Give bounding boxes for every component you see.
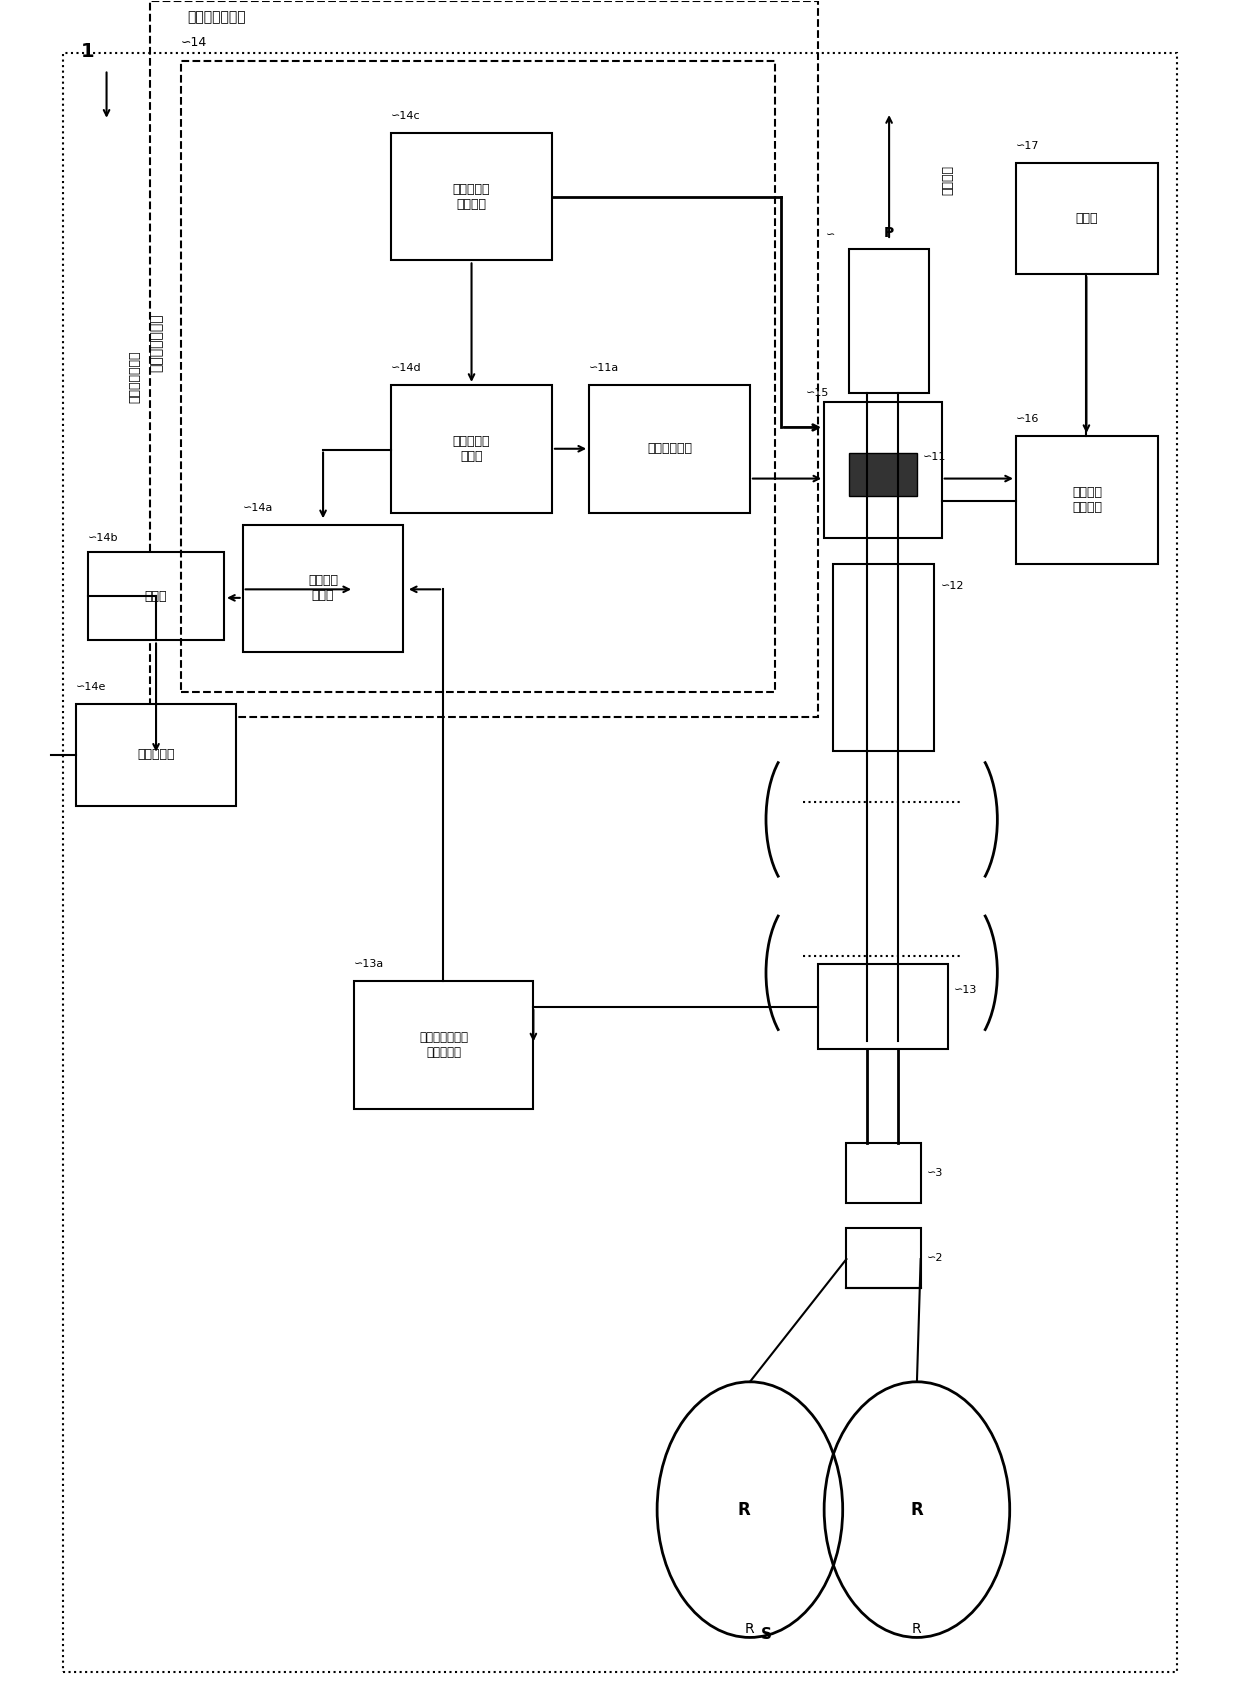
Text: ∽: ∽ (826, 230, 835, 241)
Text: ∽14: ∽14 (181, 36, 207, 50)
FancyBboxPatch shape (818, 964, 947, 1050)
FancyBboxPatch shape (847, 1144, 920, 1203)
FancyBboxPatch shape (353, 982, 533, 1110)
Text: ∽14c: ∽14c (391, 111, 420, 121)
Text: ∽3: ∽3 (926, 1168, 944, 1178)
Text: 焊缝检测部高度
位置调整部: 焊缝检测部高度 位置调整部 (419, 1031, 469, 1060)
FancyBboxPatch shape (847, 1229, 920, 1289)
Text: ∽15: ∽15 (806, 389, 830, 398)
Bar (849, 452, 916, 495)
FancyBboxPatch shape (849, 249, 929, 393)
Text: 焊缝跟踪控制部: 焊缝跟踪控制部 (149, 312, 162, 372)
Text: R: R (745, 1622, 755, 1635)
FancyBboxPatch shape (589, 384, 750, 512)
Text: ∽13: ∽13 (954, 985, 977, 995)
Text: ∽17: ∽17 (1016, 142, 1039, 152)
FancyBboxPatch shape (88, 551, 224, 640)
Bar (150, 2, 818, 717)
Text: R: R (913, 1622, 921, 1635)
Text: 评价部: 评价部 (1076, 212, 1099, 225)
Text: 速度检测部: 速度检测部 (138, 748, 175, 761)
FancyBboxPatch shape (833, 563, 934, 751)
FancyBboxPatch shape (1016, 164, 1158, 275)
FancyBboxPatch shape (76, 703, 237, 806)
Text: 超声波发
送接收部: 超声波发 送接收部 (1073, 486, 1102, 514)
Text: R: R (738, 1500, 750, 1519)
Text: ∽12: ∽12 (940, 580, 963, 591)
Text: ∽2: ∽2 (926, 1253, 944, 1263)
Text: S: S (760, 1627, 771, 1642)
Text: P: P (884, 225, 894, 241)
Text: ∽11: ∽11 (923, 452, 946, 463)
Text: ∽11a: ∽11a (589, 364, 619, 372)
FancyBboxPatch shape (243, 524, 403, 652)
FancyBboxPatch shape (391, 384, 552, 512)
Text: ∽14a: ∽14a (243, 502, 273, 512)
Text: 延迟部: 延迟部 (145, 589, 167, 603)
Text: ∽13a: ∽13a (353, 959, 384, 970)
Text: 焊缝跟踪控制部: 焊缝跟踪控制部 (187, 10, 246, 24)
Text: 信道切割位
置运算部: 信道切割位 置运算部 (453, 183, 490, 210)
Text: 焊缝跟踪控制部: 焊缝跟踪控制部 (129, 350, 141, 403)
Text: ∽14b: ∽14b (88, 533, 119, 543)
Text: ∽16: ∽16 (1016, 415, 1039, 423)
FancyBboxPatch shape (391, 133, 552, 261)
FancyBboxPatch shape (1016, 435, 1158, 563)
Text: ∽14e: ∽14e (76, 681, 105, 691)
Text: 造管方向: 造管方向 (941, 166, 955, 195)
Text: 1: 1 (81, 43, 94, 61)
Text: 焊缝位置
运算部: 焊缝位置 运算部 (308, 575, 339, 603)
Text: R: R (910, 1500, 924, 1519)
Bar (181, 61, 775, 691)
Text: 操纵器驱动部: 操纵器驱动部 (647, 442, 692, 456)
FancyBboxPatch shape (825, 401, 941, 538)
Text: ∽14d: ∽14d (391, 364, 422, 372)
Text: 跟踪移动量
运算部: 跟踪移动量 运算部 (453, 435, 490, 463)
